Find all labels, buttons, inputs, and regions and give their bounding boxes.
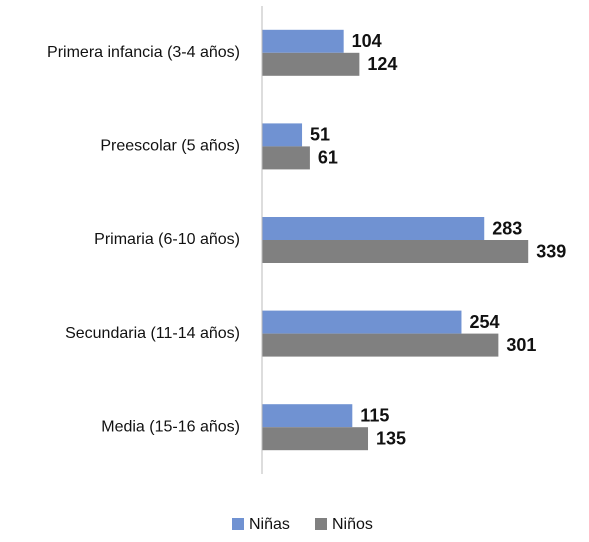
value-label: 61 bbox=[318, 148, 338, 168]
bar bbox=[262, 427, 369, 451]
bar bbox=[262, 217, 485, 240]
bar bbox=[262, 240, 529, 263]
bar bbox=[262, 52, 360, 76]
y-tick-label: Primera infancia (3-4 años) bbox=[47, 44, 240, 61]
legend-label: Niñas bbox=[249, 516, 290, 533]
value-label: 104 bbox=[352, 31, 382, 51]
bar bbox=[262, 123, 303, 147]
bar bbox=[262, 310, 462, 334]
value-label: 254 bbox=[469, 312, 499, 332]
value-label: 124 bbox=[367, 54, 397, 74]
y-tick-label: Primaria (6-10 años) bbox=[94, 231, 240, 248]
bar bbox=[262, 29, 344, 53]
legend-swatch bbox=[315, 518, 327, 530]
bar bbox=[262, 333, 499, 357]
value-label: 115 bbox=[360, 405, 389, 425]
legend-swatch bbox=[232, 518, 244, 530]
value-label: 283 bbox=[492, 218, 522, 238]
value-label: 51 bbox=[310, 125, 330, 145]
y-tick-label: Secundaria (11-14 años) bbox=[65, 325, 240, 342]
value-label: 135 bbox=[376, 428, 406, 448]
y-tick-label: Preescolar (5 años) bbox=[100, 138, 240, 155]
value-label: 301 bbox=[506, 335, 536, 355]
legend-label: Niños bbox=[332, 516, 373, 533]
bar bbox=[262, 404, 353, 428]
bar bbox=[262, 146, 310, 170]
y-tick-label: Media (15-16 años) bbox=[101, 418, 240, 435]
value-label: 339 bbox=[536, 241, 566, 261]
